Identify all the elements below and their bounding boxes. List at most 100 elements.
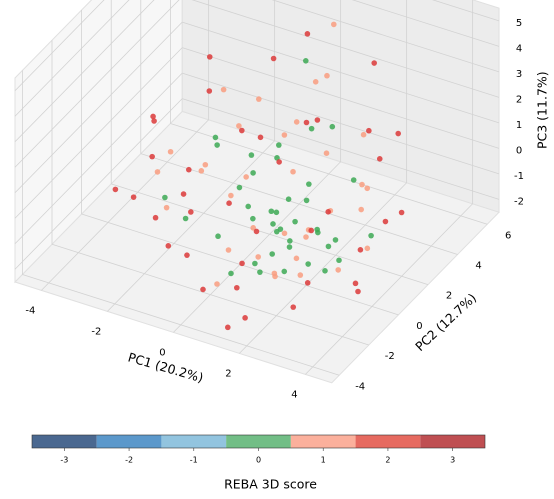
grid-line (111, 183, 429, 286)
point (239, 127, 245, 134)
point (308, 227, 315, 234)
point (268, 208, 275, 215)
point (305, 261, 311, 267)
tick-label: -2 (91, 326, 101, 337)
colorbar-tick-label: 3 (450, 456, 455, 465)
point (376, 156, 383, 162)
tick-label: 2 (446, 291, 452, 302)
tick-label: -4 (355, 381, 365, 392)
point (382, 218, 389, 225)
grid-line (182, 98, 500, 200)
grid-line (271, 0, 500, 73)
point (304, 280, 311, 286)
point (215, 233, 221, 240)
grid-line (14, 0, 155, 143)
tick-label: 2 (225, 368, 231, 379)
point (287, 238, 293, 244)
points (112, 21, 405, 331)
tick-label: 3 (516, 69, 522, 80)
colorbar-segment (290, 435, 356, 448)
point (154, 169, 161, 175)
tick-label: -4 (25, 305, 35, 316)
grid-line (182, 21, 500, 124)
point (281, 132, 288, 138)
colorbar-segment (161, 435, 227, 448)
grid-line (182, 47, 500, 149)
tick-label: 6 (505, 230, 511, 241)
colorbar-segment (226, 435, 291, 448)
z-axis-label: PC3 (11.7%) (535, 71, 550, 149)
point (286, 244, 293, 250)
grid-line (14, 0, 130, 117)
point (188, 209, 194, 215)
tick-label: 4 (516, 43, 522, 54)
colorbar-segment (355, 435, 421, 448)
colorbar-segment (420, 435, 485, 448)
point (206, 54, 213, 60)
point (214, 281, 220, 287)
point (248, 152, 255, 158)
grid-line (170, 123, 488, 225)
grid-line (14, 21, 183, 194)
point (306, 181, 312, 187)
grid-line (173, 161, 341, 333)
point (329, 123, 336, 130)
point (167, 148, 174, 155)
point (360, 131, 367, 138)
grid-line (14, 72, 183, 245)
point (151, 118, 157, 124)
point (253, 228, 260, 235)
point (236, 123, 242, 129)
grid-line (239, 182, 407, 354)
axes-panes (14, 0, 500, 384)
tick-label: 0 (416, 321, 422, 332)
grid-line (14, 47, 183, 219)
point (273, 228, 280, 235)
point (257, 269, 263, 275)
point (352, 280, 359, 287)
point (112, 186, 119, 193)
tick-label: 5 (516, 18, 522, 29)
point (395, 130, 402, 137)
point (290, 304, 297, 310)
grid (14, 0, 500, 376)
tick-label: 0 (159, 347, 165, 358)
grid-line (14, 98, 183, 270)
point (270, 221, 276, 227)
point (245, 203, 251, 210)
point (250, 225, 256, 231)
point (276, 159, 282, 165)
point (198, 168, 205, 174)
point (324, 72, 330, 79)
point (225, 247, 232, 253)
point (255, 96, 262, 102)
point (180, 191, 187, 197)
point (250, 215, 256, 222)
point (162, 194, 168, 201)
tick-label: -2 (514, 196, 524, 207)
colorbar-label: REBA 3D score (224, 477, 317, 492)
tick-label: 0 (516, 145, 522, 156)
grid-line (22, 274, 340, 376)
grid-line (182, 72, 500, 175)
tick-label: 4 (291, 389, 297, 400)
point (303, 197, 310, 204)
point (322, 268, 328, 274)
colorbar-tick-label: -1 (190, 456, 198, 465)
point (314, 226, 320, 233)
point (225, 324, 231, 331)
tick-label: -2 (385, 351, 395, 362)
grid-line (14, 0, 180, 168)
point (239, 260, 245, 267)
grid-line (14, 0, 105, 92)
point (186, 166, 192, 173)
point (226, 200, 232, 206)
point (212, 134, 219, 141)
colorbar-tick-label: -2 (125, 456, 133, 465)
point (285, 196, 292, 202)
point (163, 204, 170, 211)
point (323, 150, 330, 156)
point (200, 286, 206, 293)
point (273, 209, 280, 216)
point (293, 119, 300, 125)
